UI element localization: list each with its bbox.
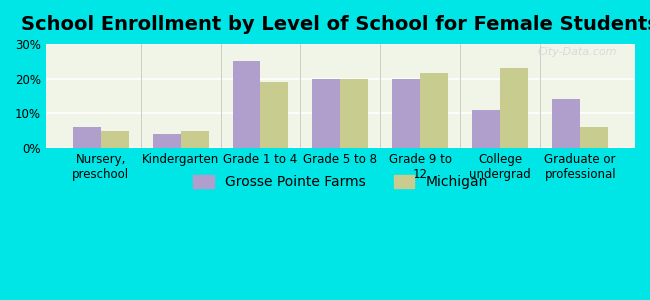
Bar bbox=[73, 127, 101, 148]
Text: City-Data.com: City-Data.com bbox=[538, 47, 618, 57]
Bar bbox=[341, 79, 369, 148]
Bar bbox=[552, 99, 580, 148]
Bar bbox=[101, 130, 129, 148]
Bar bbox=[153, 134, 181, 148]
Legend: Grosse Pointe Farms, Michigan: Grosse Pointe Farms, Michigan bbox=[187, 170, 493, 195]
Bar bbox=[313, 79, 341, 148]
Bar bbox=[421, 73, 448, 148]
Title: School Enrollment by Level of School for Female Students: School Enrollment by Level of School for… bbox=[21, 15, 650, 34]
Bar bbox=[261, 82, 289, 148]
Bar bbox=[181, 130, 209, 148]
Bar bbox=[393, 79, 421, 148]
Bar bbox=[500, 68, 528, 148]
Bar bbox=[233, 61, 261, 148]
Bar bbox=[473, 110, 501, 148]
Bar bbox=[580, 127, 608, 148]
